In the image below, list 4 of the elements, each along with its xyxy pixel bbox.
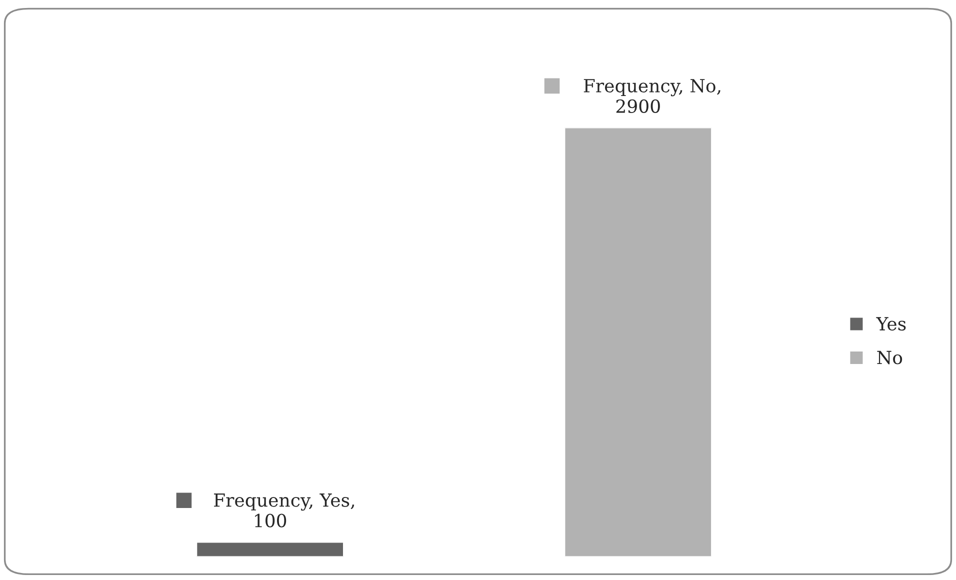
legend-label: No bbox=[877, 350, 902, 364]
data-label: Frequency, Yes, 100 bbox=[214, 493, 354, 528]
data-label: Frequency, No, 2900 bbox=[584, 79, 720, 113]
legend-label: Yes bbox=[876, 317, 906, 331]
